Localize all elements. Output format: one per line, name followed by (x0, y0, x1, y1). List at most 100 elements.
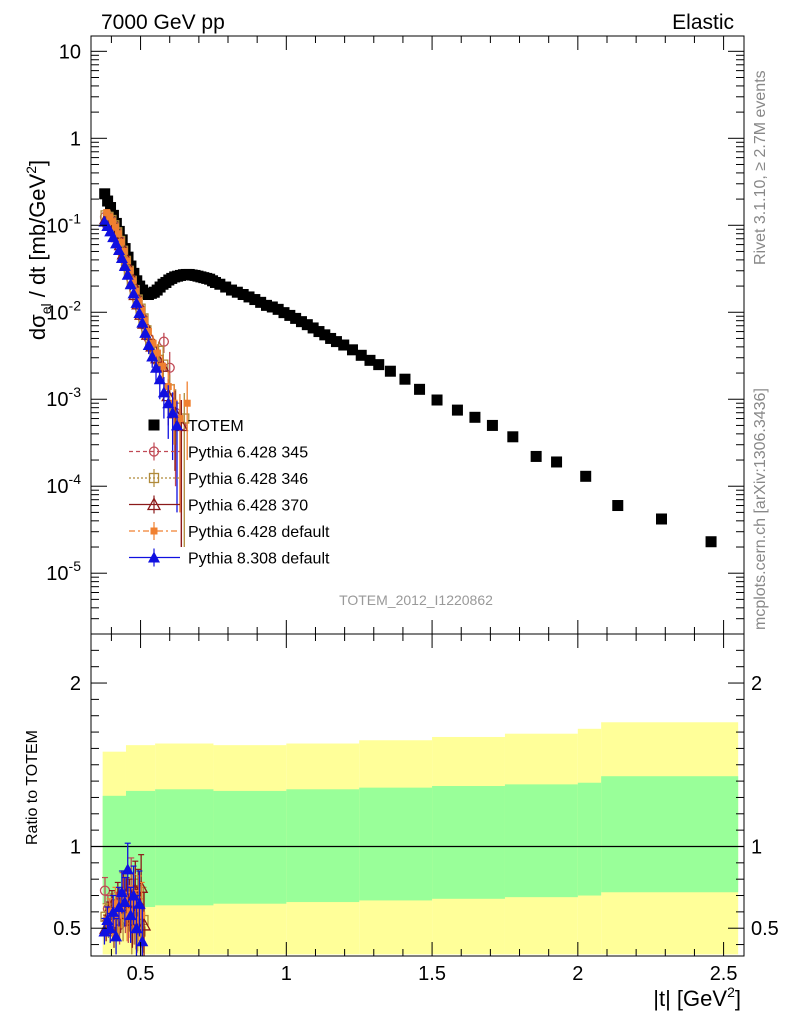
legend-label: Pythia 6.428 default (188, 524, 330, 541)
data-point (102, 195, 114, 207)
data-point (118, 260, 131, 272)
data-point (431, 394, 443, 406)
data-point (255, 296, 267, 308)
band-inner (577, 782, 602, 896)
ratio-y-tick-label: 2 (70, 673, 81, 695)
main-axes-frame (90, 35, 745, 635)
series-1 (99, 210, 187, 548)
x-tick-label: 1 (281, 963, 292, 985)
ratio-point (136, 917, 152, 931)
band-inner (213, 790, 287, 904)
mcplots-label: mcplots.cern.ch [arXiv:1306.3436] (752, 388, 769, 630)
data-point (355, 349, 367, 361)
band-inner (102, 795, 126, 904)
ratio-y-tick-label-right: 2 (751, 673, 762, 695)
series-3 (99, 211, 189, 548)
data-point (162, 397, 175, 409)
band-inner (504, 784, 578, 898)
data-point (158, 362, 166, 370)
data-point (414, 383, 426, 395)
y-tick-label: 10-1 (46, 210, 81, 237)
x-tick-label: 1.5 (418, 963, 446, 985)
ratio-point (98, 925, 111, 937)
data-point (338, 339, 350, 351)
data-point (105, 202, 117, 214)
data-point (319, 329, 331, 341)
main-y-axis-label: dσel / dt [mb/GeV2] (23, 160, 54, 340)
data-point (150, 361, 163, 373)
data-point (120, 247, 128, 255)
data-point (138, 306, 146, 314)
data-point (153, 349, 161, 357)
data-point (109, 218, 117, 226)
data-point (507, 431, 519, 443)
ratio-point (133, 897, 146, 909)
x-tick-label: 2.5 (710, 963, 738, 985)
data-point (117, 238, 125, 246)
analysis-label: TOTEM_2012_I1220862 (339, 592, 493, 608)
legend-marker (148, 472, 160, 484)
ratio-axes-frame (90, 633, 745, 957)
data-point (486, 419, 498, 431)
ratio-y-axis-label: Ratio to TOTEM (24, 730, 41, 845)
data-point (330, 336, 342, 348)
band-inner (286, 789, 360, 903)
data-point (237, 289, 249, 301)
y-tick-label: 10-5 (46, 558, 81, 585)
data-point (133, 307, 146, 319)
data-point (451, 404, 463, 416)
ratio-point (111, 900, 119, 908)
legend-marker (146, 497, 162, 511)
legend-label: Pythia 6.428 345 (188, 445, 308, 462)
ratio-point (118, 896, 131, 908)
series-0 (99, 188, 717, 548)
data-point (106, 213, 114, 221)
ratio-point (107, 905, 120, 917)
y-tick-label: 1 (70, 128, 81, 150)
data-point (121, 268, 134, 280)
ratio-point (121, 863, 134, 875)
data-point (705, 536, 717, 548)
y-tick-label: 10-4 (46, 471, 81, 498)
data-point (166, 406, 179, 418)
data-point (260, 299, 272, 311)
data-point (384, 365, 396, 377)
data-point (176, 415, 184, 423)
y-tick-label: 10 (59, 41, 81, 63)
data-point (157, 386, 170, 398)
ratio-data-points (98, 842, 152, 956)
data-point (551, 456, 563, 468)
data-point (469, 411, 481, 423)
data-point (123, 257, 131, 265)
data-point (284, 309, 296, 321)
data-point (226, 284, 238, 296)
header-right: Elastic (672, 11, 734, 34)
series-2 (100, 210, 190, 548)
ratio-point (106, 908, 114, 916)
legend-marker (150, 527, 158, 535)
main-frame: 10-5 10-4 10-3 10-2 10-1 1 10 (46, 35, 745, 635)
legend-label: Pythia 8.308 default (188, 551, 330, 568)
legend-label: Pythia 6.428 346 (188, 471, 308, 488)
data-point (170, 419, 183, 431)
legend-marker (148, 446, 160, 457)
data-point (153, 373, 166, 385)
y-tick-label: 10-3 (46, 384, 81, 411)
x-axis-label: |t| [GeV2] (653, 984, 741, 1011)
data-point (278, 307, 290, 319)
data-point (149, 339, 157, 347)
data-point (132, 287, 140, 295)
legend-marker (148, 419, 160, 431)
data-point (249, 294, 261, 306)
data-point (364, 354, 376, 366)
band-inner (359, 787, 433, 901)
data-point (144, 328, 152, 336)
ratio-y-tick-label: 1 (70, 836, 81, 858)
data-point (158, 336, 170, 347)
data-point (580, 470, 592, 482)
data-point (124, 278, 137, 290)
data-point (136, 316, 149, 328)
data-point (272, 303, 284, 315)
main-data-points (98, 188, 717, 548)
ratio-y-tick-label: 0.5 (53, 918, 81, 940)
